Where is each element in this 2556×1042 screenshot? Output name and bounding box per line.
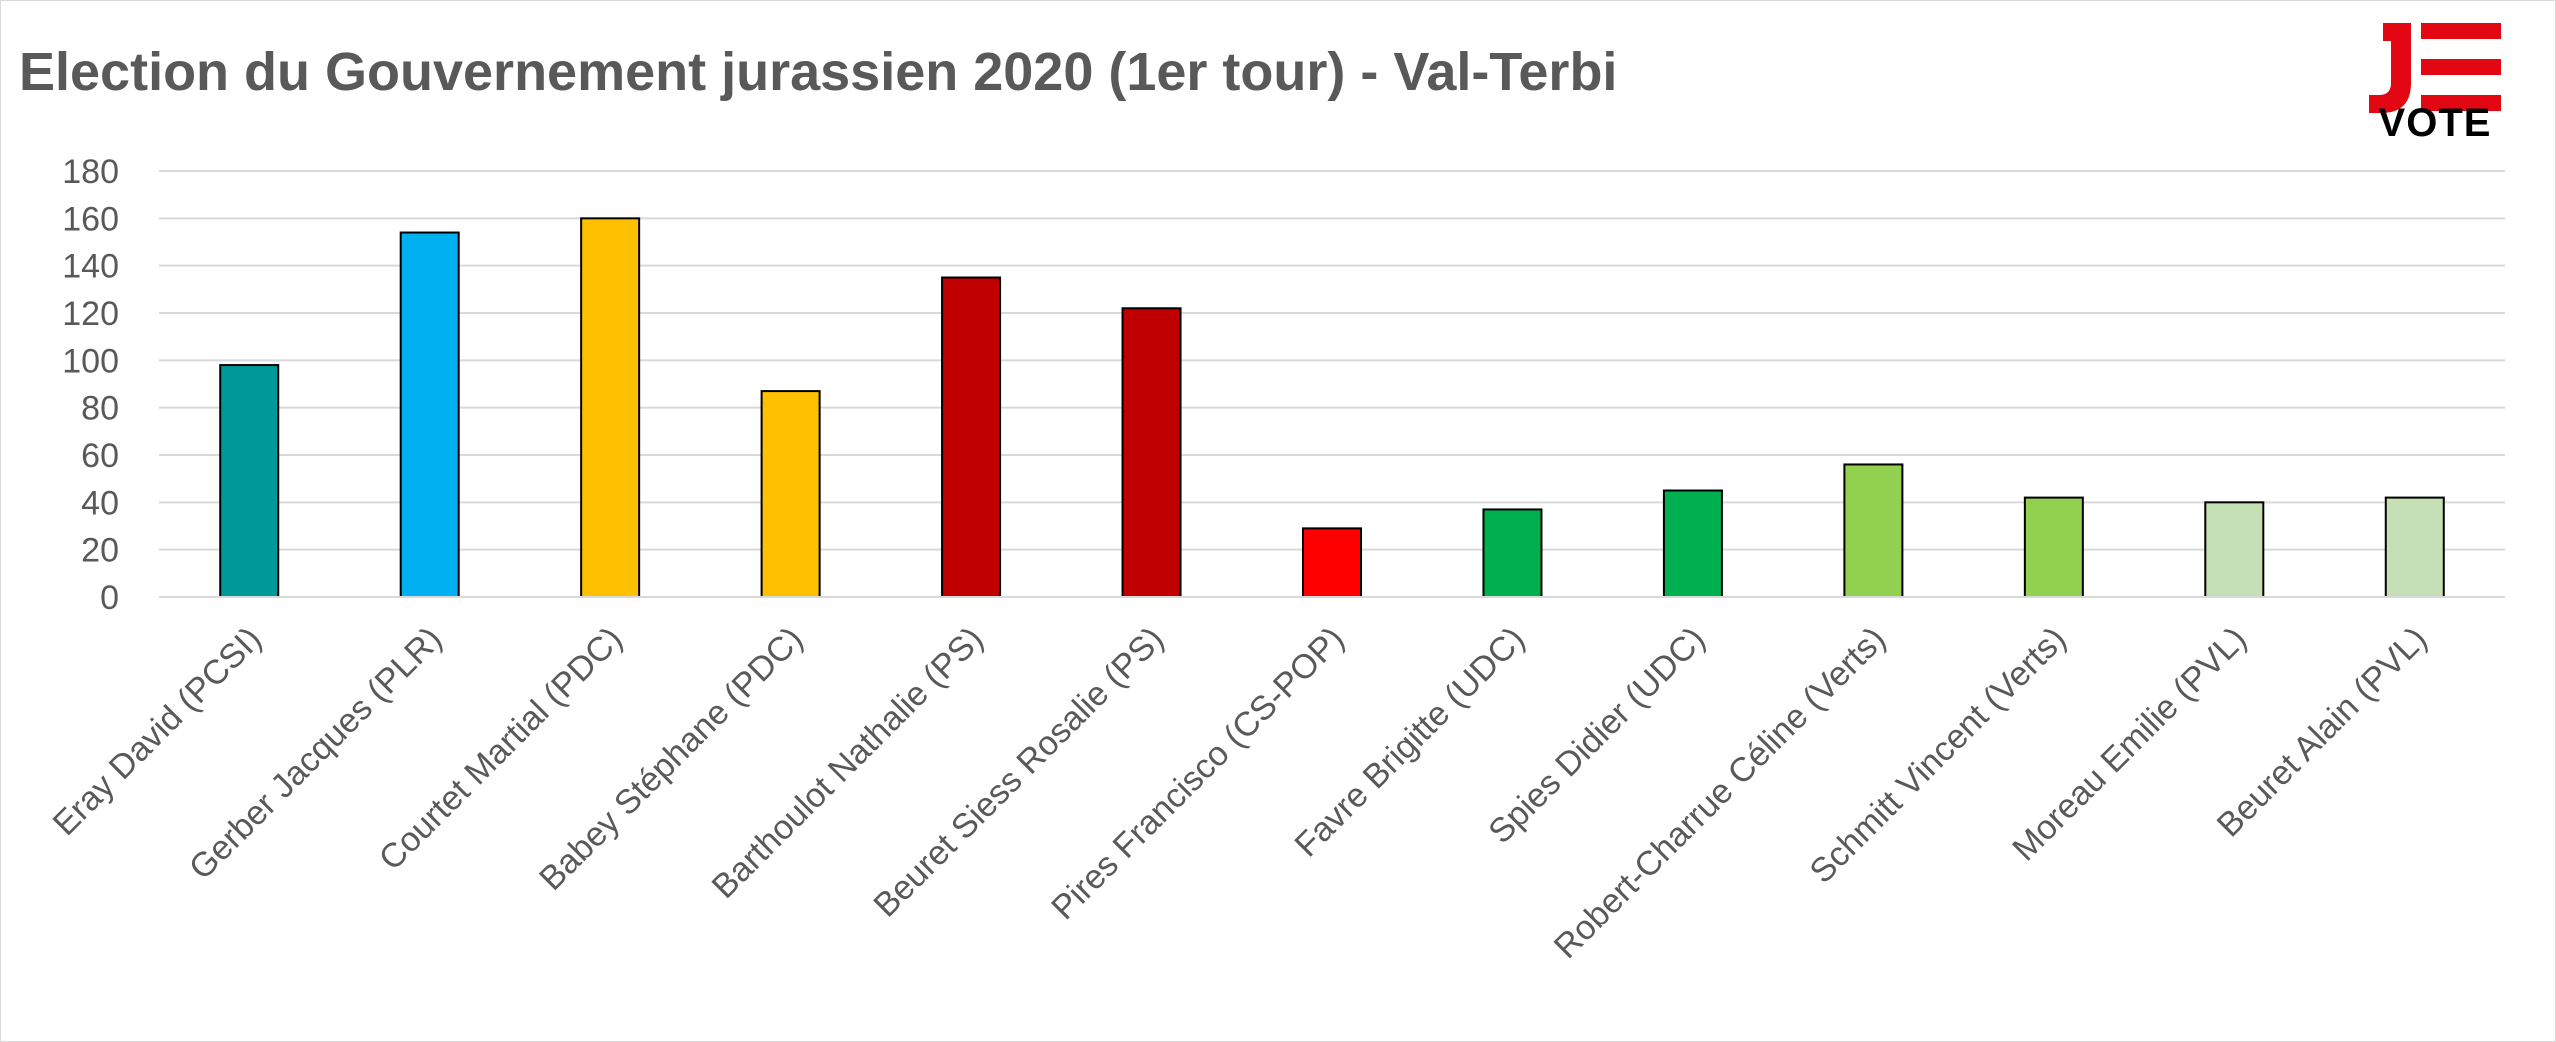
x-category-label: Pires Francisco (CS-POP) [1044, 620, 1351, 927]
logo-bar-bottom [2421, 95, 2501, 111]
bar [1121, 307, 1182, 598]
y-tick-label: 20 [81, 532, 119, 570]
x-axis-category-labels: Eray David (PCSI)Gerber Jacques (PLR)Cou… [46, 620, 2435, 966]
bar [1843, 463, 1904, 599]
bar [760, 390, 821, 598]
bar [2384, 496, 2445, 599]
x-category-label: Robert-Charrue Céline (Verts) [1547, 620, 1893, 966]
bar [219, 364, 280, 599]
bar [1482, 508, 1543, 598]
chart-title: Election du Gouvernement jurassien 2020 … [19, 42, 1618, 102]
y-tick-label: 0 [100, 579, 119, 617]
bar [2204, 501, 2265, 599]
bar [580, 217, 641, 598]
gridlines [159, 170, 2505, 551]
y-tick-label: 180 [62, 153, 119, 191]
y-tick-label: 160 [62, 200, 119, 238]
y-tick-label: 140 [62, 248, 119, 286]
y-tick-label: 60 [81, 437, 119, 475]
y-tick-label: 120 [62, 295, 119, 333]
bar [2023, 496, 2084, 599]
logo-text: VOTE [2378, 101, 2492, 145]
bar [941, 276, 1002, 598]
bar [1302, 527, 1362, 598]
y-tick-label: 100 [62, 342, 119, 380]
logo-bar-top [2421, 23, 2501, 39]
y-axis-tick-labels: 0 20 40 60 80 100 120 140 160 180 [62, 153, 119, 617]
logo-letter-j [2369, 23, 2411, 113]
bar [399, 231, 460, 599]
x-category-label: Beuret Siess Rosalie (PS) [866, 620, 1171, 925]
bars [219, 217, 2445, 599]
je-vote-logo-icon [2369, 23, 2501, 113]
y-tick-label: 40 [81, 484, 119, 522]
logo-bar-middle [2421, 59, 2501, 75]
bar [1662, 489, 1723, 598]
y-tick-label: 80 [81, 390, 119, 428]
